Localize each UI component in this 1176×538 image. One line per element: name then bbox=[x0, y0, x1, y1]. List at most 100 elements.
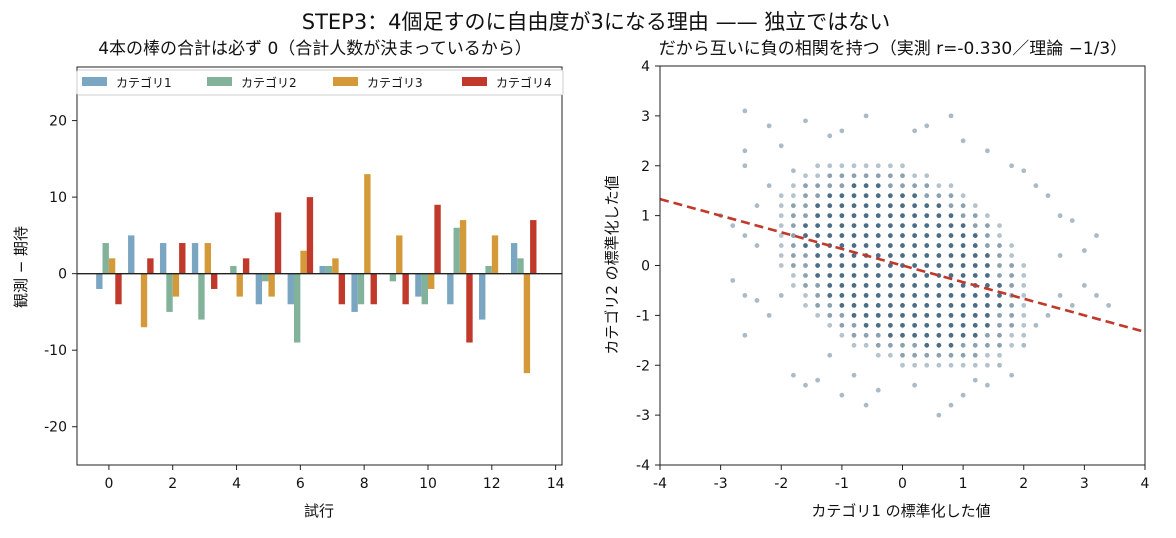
x-tick-label: 2 bbox=[1019, 476, 1028, 492]
scatter-point bbox=[1009, 283, 1015, 288]
scatter-point bbox=[827, 203, 833, 209]
scatter-point bbox=[936, 352, 942, 358]
scatter-point bbox=[1106, 303, 1112, 308]
bar-4-6 bbox=[306, 197, 314, 274]
x-tick-label: 2 bbox=[168, 476, 177, 492]
scatter-point bbox=[972, 233, 978, 238]
scatter-point bbox=[972, 362, 978, 368]
scatter-point bbox=[790, 243, 796, 248]
y-tick-label: -10 bbox=[44, 343, 67, 359]
scatter-point bbox=[912, 312, 918, 318]
scatter-point bbox=[730, 278, 736, 283]
scatter-point bbox=[936, 193, 942, 199]
scatter-point bbox=[1094, 233, 1099, 238]
scatter-point bbox=[948, 352, 954, 358]
legend-swatch-1 bbox=[82, 77, 107, 86]
scatter-point bbox=[815, 303, 821, 308]
scatter-point bbox=[912, 263, 918, 268]
scatter-point bbox=[827, 303, 833, 308]
scatter-point bbox=[924, 213, 930, 219]
scatter-point bbox=[839, 233, 845, 238]
scatter-point bbox=[1021, 263, 1027, 268]
scatter-point bbox=[900, 273, 905, 278]
scatter-point bbox=[803, 293, 808, 298]
scatter-point bbox=[875, 223, 881, 229]
scatter-point bbox=[984, 293, 990, 298]
scatter-point bbox=[936, 342, 942, 348]
scatter-point bbox=[875, 283, 881, 288]
scatter-point bbox=[948, 253, 954, 258]
bar-2-10 bbox=[421, 273, 428, 305]
scatter-point bbox=[924, 193, 930, 199]
scatter-point bbox=[960, 263, 966, 268]
scatter-point bbox=[815, 183, 821, 189]
legend-label-3: カテゴリ3 bbox=[367, 75, 423, 90]
scatter-point bbox=[827, 223, 833, 229]
scatter-point bbox=[875, 342, 881, 348]
scatter-point bbox=[790, 372, 796, 378]
scatter-point bbox=[827, 183, 833, 189]
scatter-point bbox=[912, 362, 918, 368]
scatter-point bbox=[863, 283, 869, 288]
scatter-point bbox=[863, 342, 869, 348]
scatter-point bbox=[984, 312, 990, 318]
scatter-point bbox=[778, 253, 784, 258]
bar-1-6 bbox=[287, 273, 294, 305]
scatter-point bbox=[803, 263, 808, 268]
scatter-point bbox=[851, 213, 857, 219]
scatter-point bbox=[790, 183, 796, 189]
scatter-point bbox=[803, 233, 808, 238]
scatter-point bbox=[984, 263, 990, 268]
scatter-point bbox=[851, 193, 857, 199]
scatter-point bbox=[912, 233, 918, 238]
scatter-point bbox=[887, 332, 893, 338]
scatter-point bbox=[863, 312, 869, 318]
scatter-point bbox=[997, 293, 1002, 298]
scatter-point bbox=[827, 213, 833, 219]
bar-1-2 bbox=[159, 243, 167, 274]
scatter-point bbox=[815, 163, 821, 169]
scatter-point bbox=[972, 203, 978, 209]
scatter-point bbox=[948, 342, 954, 348]
scatter-point bbox=[1021, 283, 1027, 288]
bar-4-13 bbox=[530, 220, 537, 274]
scatter-point bbox=[900, 303, 905, 308]
scatter-point bbox=[900, 342, 905, 348]
scatter-point bbox=[997, 223, 1002, 229]
scatter-point bbox=[766, 183, 772, 189]
scatter-point bbox=[972, 253, 978, 258]
scatter-point bbox=[851, 163, 857, 169]
scatter-point bbox=[972, 312, 978, 318]
scatter-point bbox=[948, 293, 954, 298]
scatter-point bbox=[887, 342, 893, 348]
scatter-point bbox=[900, 163, 905, 169]
scatter-point bbox=[960, 392, 966, 398]
scatter-point bbox=[803, 203, 808, 209]
scatter-point bbox=[851, 312, 857, 318]
scatter-point bbox=[997, 362, 1002, 368]
scatter-point bbox=[1009, 303, 1015, 308]
scatter-point bbox=[851, 322, 857, 328]
scatter-point bbox=[875, 183, 881, 189]
scatter-point bbox=[790, 223, 796, 229]
y-tick-label: -3 bbox=[636, 408, 650, 424]
scatter-point bbox=[948, 193, 954, 199]
bar-3-3 bbox=[204, 243, 212, 274]
bar-chart-title: 4本の棒の合計は必ず 0（合計人数が決まっているから） bbox=[98, 39, 532, 59]
scatter-point bbox=[815, 263, 821, 268]
scatter-point bbox=[1009, 273, 1015, 278]
scatter-point bbox=[887, 263, 893, 268]
legend-swatch-3 bbox=[333, 77, 358, 86]
scatter-point bbox=[972, 352, 978, 358]
scatter-point bbox=[887, 253, 893, 258]
x-tick-label: 0 bbox=[104, 476, 113, 492]
scatter-point bbox=[1009, 243, 1015, 248]
scatter-point bbox=[1009, 312, 1015, 318]
scatter-point bbox=[827, 263, 833, 268]
scatter-point bbox=[984, 352, 990, 358]
scatter-point bbox=[815, 213, 821, 219]
bar-3-0 bbox=[108, 258, 116, 274]
bar-1-0 bbox=[96, 273, 103, 289]
scatter-point bbox=[984, 332, 990, 338]
scatter-point bbox=[900, 213, 905, 219]
